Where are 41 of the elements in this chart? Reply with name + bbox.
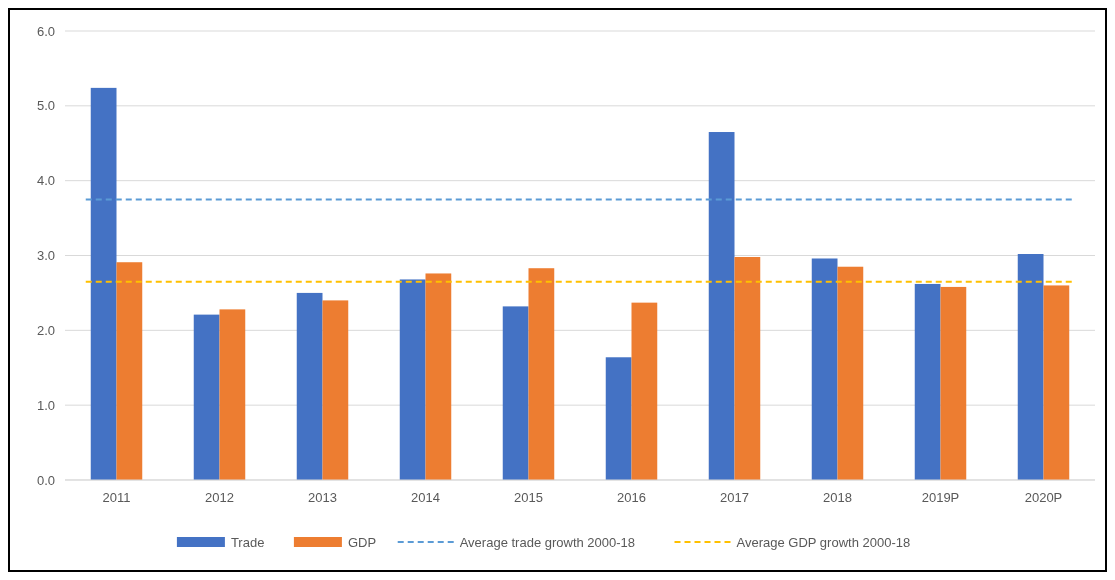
bar	[1043, 285, 1070, 480]
bar	[708, 132, 735, 480]
y-tick-label: 2.0	[36, 322, 55, 338]
bar	[1017, 254, 1044, 480]
x-tick-label: 2016	[617, 490, 646, 505]
y-tick-label: 3.0	[36, 248, 55, 264]
y-tick-label: 0.0	[36, 472, 55, 488]
bar	[296, 292, 323, 480]
bar	[528, 268, 555, 480]
y-tick-label: 1.0	[36, 397, 55, 413]
y-tick-label: 4.0	[36, 173, 55, 189]
x-tick-label: 2015	[514, 490, 543, 505]
legend-label: Average GDP growth 2000-18	[736, 534, 911, 550]
legend-label: Average trade growth 2000-18	[459, 534, 636, 550]
bar	[605, 357, 632, 480]
bar	[425, 273, 452, 480]
x-tick-label: 2013	[308, 490, 337, 505]
x-tick-label: 2019P	[921, 490, 960, 505]
y-tick-label: 6.0	[36, 23, 55, 39]
x-tick-label: 2011	[102, 490, 131, 505]
bar	[322, 300, 349, 480]
x-tick-label: 2020P	[1024, 490, 1063, 505]
x-tick-label: 2012	[205, 490, 234, 505]
bar	[631, 302, 658, 480]
bar	[914, 283, 941, 480]
x-tick-label: 2017	[720, 490, 749, 505]
legend-label: GDP	[347, 534, 377, 550]
bar	[399, 279, 426, 480]
bar	[116, 262, 143, 480]
bar	[502, 306, 529, 480]
bar	[90, 87, 117, 480]
x-tick-label: 2014	[411, 490, 440, 505]
legend-label: Trade	[230, 534, 265, 550]
x-tick-label: 2018	[823, 490, 852, 505]
bar	[219, 309, 246, 480]
bar	[193, 314, 220, 480]
bar	[837, 266, 864, 480]
y-tick-label: 5.0	[36, 98, 55, 114]
bar	[734, 257, 761, 480]
bar	[811, 258, 838, 480]
bar	[940, 286, 967, 480]
